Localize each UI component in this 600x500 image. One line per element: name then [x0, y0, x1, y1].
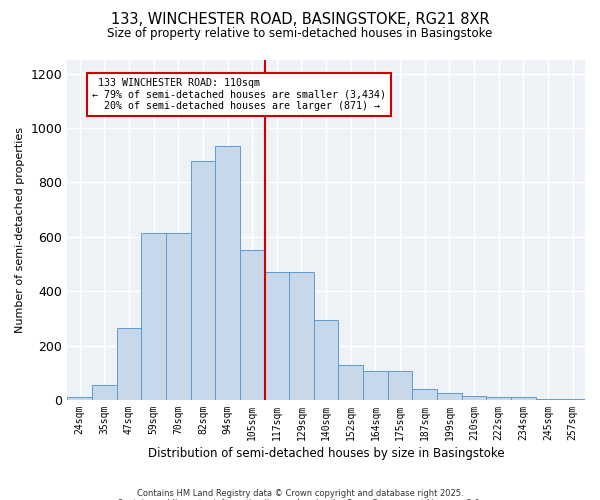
Bar [215, 146, 240, 400]
Bar [141, 232, 166, 400]
Text: Size of property relative to semi-detached houses in Basingstoke: Size of property relative to semi-detach… [107, 28, 493, 40]
X-axis label: Distribution of semi-detached houses by size in Basingstoke: Distribution of semi-detached houses by … [148, 447, 505, 460]
Bar [166, 232, 191, 400]
Bar [388, 372, 412, 400]
Bar [289, 272, 314, 400]
Bar [314, 320, 338, 400]
Bar [462, 396, 487, 400]
Bar [265, 272, 289, 400]
Text: Contains public sector information licensed under the Open Government Licence v3: Contains public sector information licen… [118, 498, 482, 500]
Y-axis label: Number of semi-detached properties: Number of semi-detached properties [15, 127, 25, 333]
Bar [487, 397, 511, 400]
Bar [511, 397, 536, 400]
Bar [240, 250, 265, 400]
Bar [412, 389, 437, 400]
Bar [536, 398, 560, 400]
Bar [560, 399, 585, 400]
Bar [363, 372, 388, 400]
Bar [191, 160, 215, 400]
Bar [67, 397, 92, 400]
Text: Contains HM Land Registry data © Crown copyright and database right 2025.: Contains HM Land Registry data © Crown c… [137, 488, 463, 498]
Bar [437, 393, 462, 400]
Bar [338, 364, 363, 400]
Bar [92, 385, 116, 400]
Bar [116, 328, 141, 400]
Text: 133 WINCHESTER ROAD: 110sqm
← 79% of semi-detached houses are smaller (3,434)
  : 133 WINCHESTER ROAD: 110sqm ← 79% of sem… [92, 78, 386, 111]
Text: 133, WINCHESTER ROAD, BASINGSTOKE, RG21 8XR: 133, WINCHESTER ROAD, BASINGSTOKE, RG21 … [110, 12, 490, 28]
